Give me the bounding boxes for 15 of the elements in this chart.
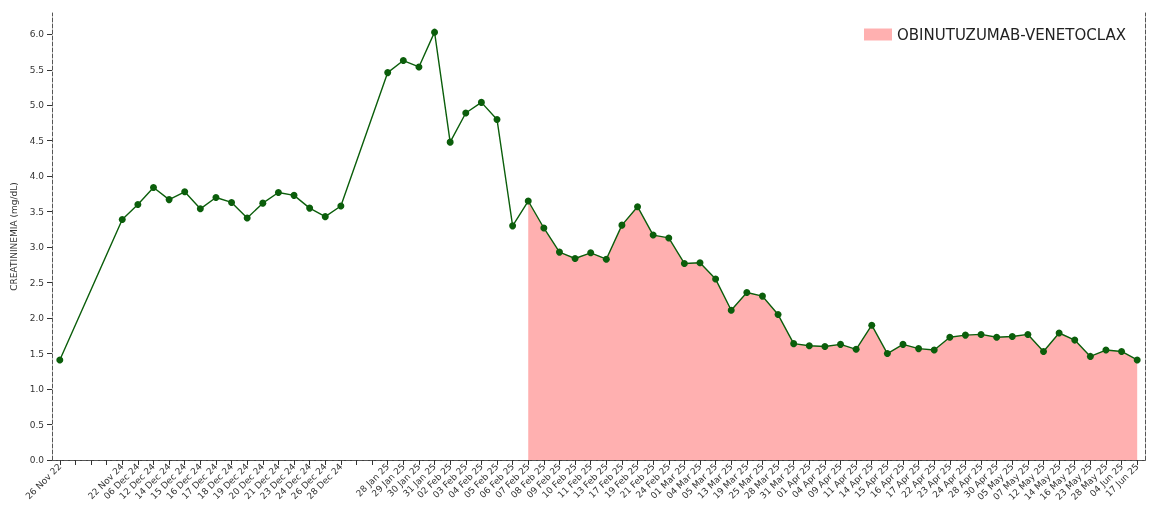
y-tick-label: 1.0 xyxy=(29,384,45,395)
y-tick-label: 3.0 xyxy=(29,242,45,253)
legend-label: OBINUTUZUMAB-VENETOCLAX xyxy=(897,25,1126,44)
y-tick-label: 2.0 xyxy=(29,313,45,324)
y-tick-label: 4.5 xyxy=(29,135,44,146)
y-tick-label: 4.0 xyxy=(29,171,45,182)
y-tick-label: 5.5 xyxy=(29,64,44,75)
y-tick-label: 1.5 xyxy=(29,348,44,359)
y-axis-title: CREATININEMIA (mg/dL) xyxy=(9,182,20,291)
y-tick-label: 0.0 xyxy=(29,455,45,465)
y-tick-label: 0.5 xyxy=(29,419,44,430)
y-tick-label: 6.0 xyxy=(29,29,45,40)
y-tick-label: 5.0 xyxy=(29,100,45,111)
y-tick-label: 3.5 xyxy=(29,206,44,217)
y-tick-label: 2.5 xyxy=(29,277,44,288)
